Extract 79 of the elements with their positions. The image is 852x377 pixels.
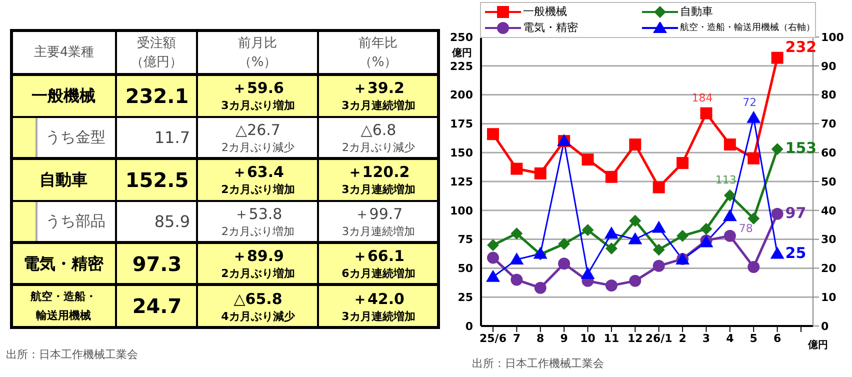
text: 152.5 (125, 168, 189, 192)
category-label: 前月比（%） (237, 34, 278, 72)
x-tick-label: 25/6 (480, 332, 507, 345)
y2-tick-label: 30 (821, 233, 837, 246)
y2-tick-label: 90 (821, 60, 837, 73)
x-tick-label: 11 (604, 332, 620, 345)
data-label: 113 (715, 173, 736, 186)
x-tick-label: 2 (678, 332, 686, 345)
text: ＋63.4 2カ月ぶり増加 (221, 163, 295, 196)
y-axis-title: 億円 (452, 46, 472, 60)
y-tick-label: 225 (450, 60, 473, 73)
y2-tick-label: 50 (821, 175, 837, 188)
data-label: 72 (742, 96, 757, 109)
text: ＋99.7 3カ月連続増加 (342, 204, 415, 238)
x-tick-label: 5 (750, 332, 758, 345)
y2-tick-label: 40 (821, 204, 837, 218)
category-label: 航空・造船・輸送用機械 (30, 290, 96, 322)
x-tick-label: 8 (536, 332, 544, 345)
y2-tick-label: 100 (821, 30, 844, 44)
y2-tick-label: 70 (821, 118, 837, 131)
category-label: 受注額（億円） (130, 34, 184, 72)
y2-axis-title: 億円 (808, 338, 828, 352)
y-tick-label: 175 (450, 118, 473, 131)
x-tick-label: 7 (512, 332, 521, 345)
category-label: うち部品 (46, 212, 106, 230)
text: 97.3 (132, 252, 182, 276)
category-label: 自動車 (40, 170, 88, 189)
x-tick-label: 26/1 (645, 332, 672, 345)
category-label: 一般機械 (32, 86, 96, 105)
text: △65.8 4カ月ぶり減少 (221, 290, 295, 322)
category-label: 電気・精密 (24, 254, 104, 272)
text: ＋42.0 3カ月連続増加 (342, 290, 416, 322)
y-tick-label: 75 (458, 233, 473, 246)
y-tick-label: 25 (458, 291, 473, 304)
data-label: 25 (785, 244, 806, 262)
category-label: うち金型 (46, 128, 106, 146)
x-tick-label: 6 (773, 332, 782, 345)
text: 出所：日本工作機械工業会 (472, 356, 604, 371)
legend-label: 一般機械 (523, 4, 567, 19)
text: 85.9 (154, 212, 190, 231)
text: ＋59.6 3カ月ぶり増加 (221, 79, 295, 112)
text: △6.8 2カ月ぶり減少 (342, 120, 415, 154)
y2-tick-label: 80 (821, 88, 837, 102)
text: △26.7 2カ月ぶり減少 (222, 120, 294, 154)
text: 24.7 (132, 294, 182, 318)
x-tick-label: 12 (628, 332, 643, 345)
text: ＋39.2 3カ月連続増加 (342, 79, 416, 112)
text: 出所：日本工作機械工業会 (6, 347, 138, 362)
text: ＋120.2 3カ月連続増加 (342, 163, 416, 196)
x-tick-label: 3 (702, 332, 710, 345)
legend-label: 航空・造船・輸送用機械（右軸） (680, 22, 815, 34)
y-tick-label: 250 (450, 30, 474, 44)
x-tick-label: 10 (580, 332, 596, 345)
category-label: 前年比（%） (358, 34, 398, 72)
x-tick-label: 4 (726, 332, 734, 345)
text: 232.1 (125, 84, 189, 108)
text: ＋89.9 2カ月ぶり増加 (221, 247, 295, 280)
text: ＋53.8 2カ月ぶり増加 (222, 204, 294, 238)
y-tick-label: 150 (450, 146, 474, 160)
y2-tick-label: 60 (821, 146, 837, 160)
data-label: 97 (785, 204, 806, 222)
data-label: 232 (785, 38, 817, 56)
y2-tick-label: 0 (821, 320, 829, 333)
y-tick-label: 125 (450, 175, 473, 188)
text: 11.7 (154, 128, 190, 147)
data-label: 153 (785, 139, 817, 158)
category-label: 主要4業種 (32, 44, 96, 62)
y2-tick-label: 20 (821, 262, 837, 276)
y-tick-label: 50 (458, 262, 474, 276)
data-label: 184 (692, 91, 713, 104)
legend-label: 自動車 (680, 4, 713, 19)
legend-label: 電気・精密 (523, 20, 578, 35)
text: ＋66.1 6カ月連続増加 (342, 247, 416, 280)
y-tick-label: 100 (450, 204, 474, 218)
x-tick-label: 9 (560, 332, 568, 345)
data-label: 78 (738, 222, 753, 235)
y2-tick-label: 10 (821, 291, 837, 304)
y-tick-label: 0 (465, 320, 474, 333)
y-tick-label: 200 (450, 88, 474, 102)
